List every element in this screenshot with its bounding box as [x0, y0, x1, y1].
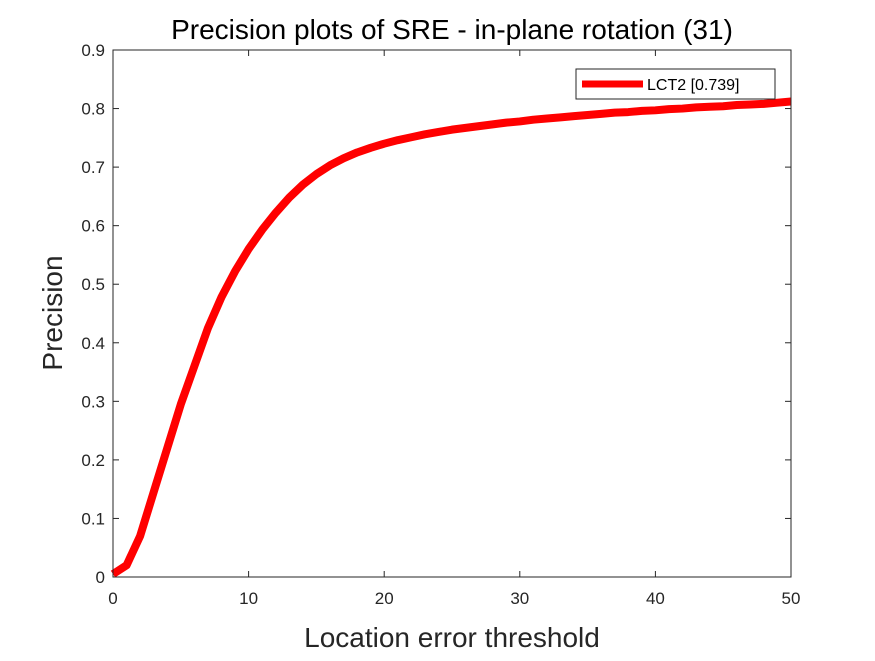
axes-background — [113, 50, 791, 577]
y-tick-label: 0.9 — [81, 41, 105, 60]
y-tick-label: 0.6 — [81, 217, 105, 236]
x-tick-label: 50 — [782, 589, 801, 608]
series-layer — [110, 97, 792, 578]
ticks-layer: 0 10 20 30 40 50 0 0.1 0.2 0.3 0.4 0.5 0.6 0.7 0.8 0.9 — [81, 41, 800, 608]
x-tick-label: 30 — [510, 589, 529, 608]
y-tick-label: 0.7 — [81, 158, 105, 177]
x-tick-label: 10 — [239, 589, 258, 608]
y-tick-label: 0.5 — [81, 275, 105, 294]
y-tick-label: 0 — [96, 568, 105, 587]
x-axis-title: Location error threshold — [304, 622, 600, 653]
axes-box — [112, 49, 792, 578]
legend-label-lct2: LCT2 [0.739] — [647, 77, 740, 94]
x-tick-label: 40 — [646, 589, 665, 608]
x-tick-label: 0 — [108, 589, 117, 608]
y-tick-label: 0.4 — [81, 334, 105, 353]
plot-area: 0 10 20 30 40 50 0 0.1 0.2 0.3 0.4 0.5 0.6 0.7 0.8 0.9 — [81, 41, 800, 608]
y-axis-title: Precision — [37, 255, 68, 370]
y-tick-label: 0.1 — [81, 509, 105, 528]
y-tick-label: 0.8 — [81, 100, 105, 119]
series-line-0 — [110, 97, 792, 578]
x-tick-label: 20 — [375, 589, 394, 608]
y-tick-label: 0.2 — [81, 451, 105, 470]
legend: LCT2 [0.739] — [575, 68, 776, 100]
y-tick-label: 0.3 — [81, 392, 105, 411]
chart-title: Precision plots of SRE - in-plane rotati… — [171, 14, 733, 45]
